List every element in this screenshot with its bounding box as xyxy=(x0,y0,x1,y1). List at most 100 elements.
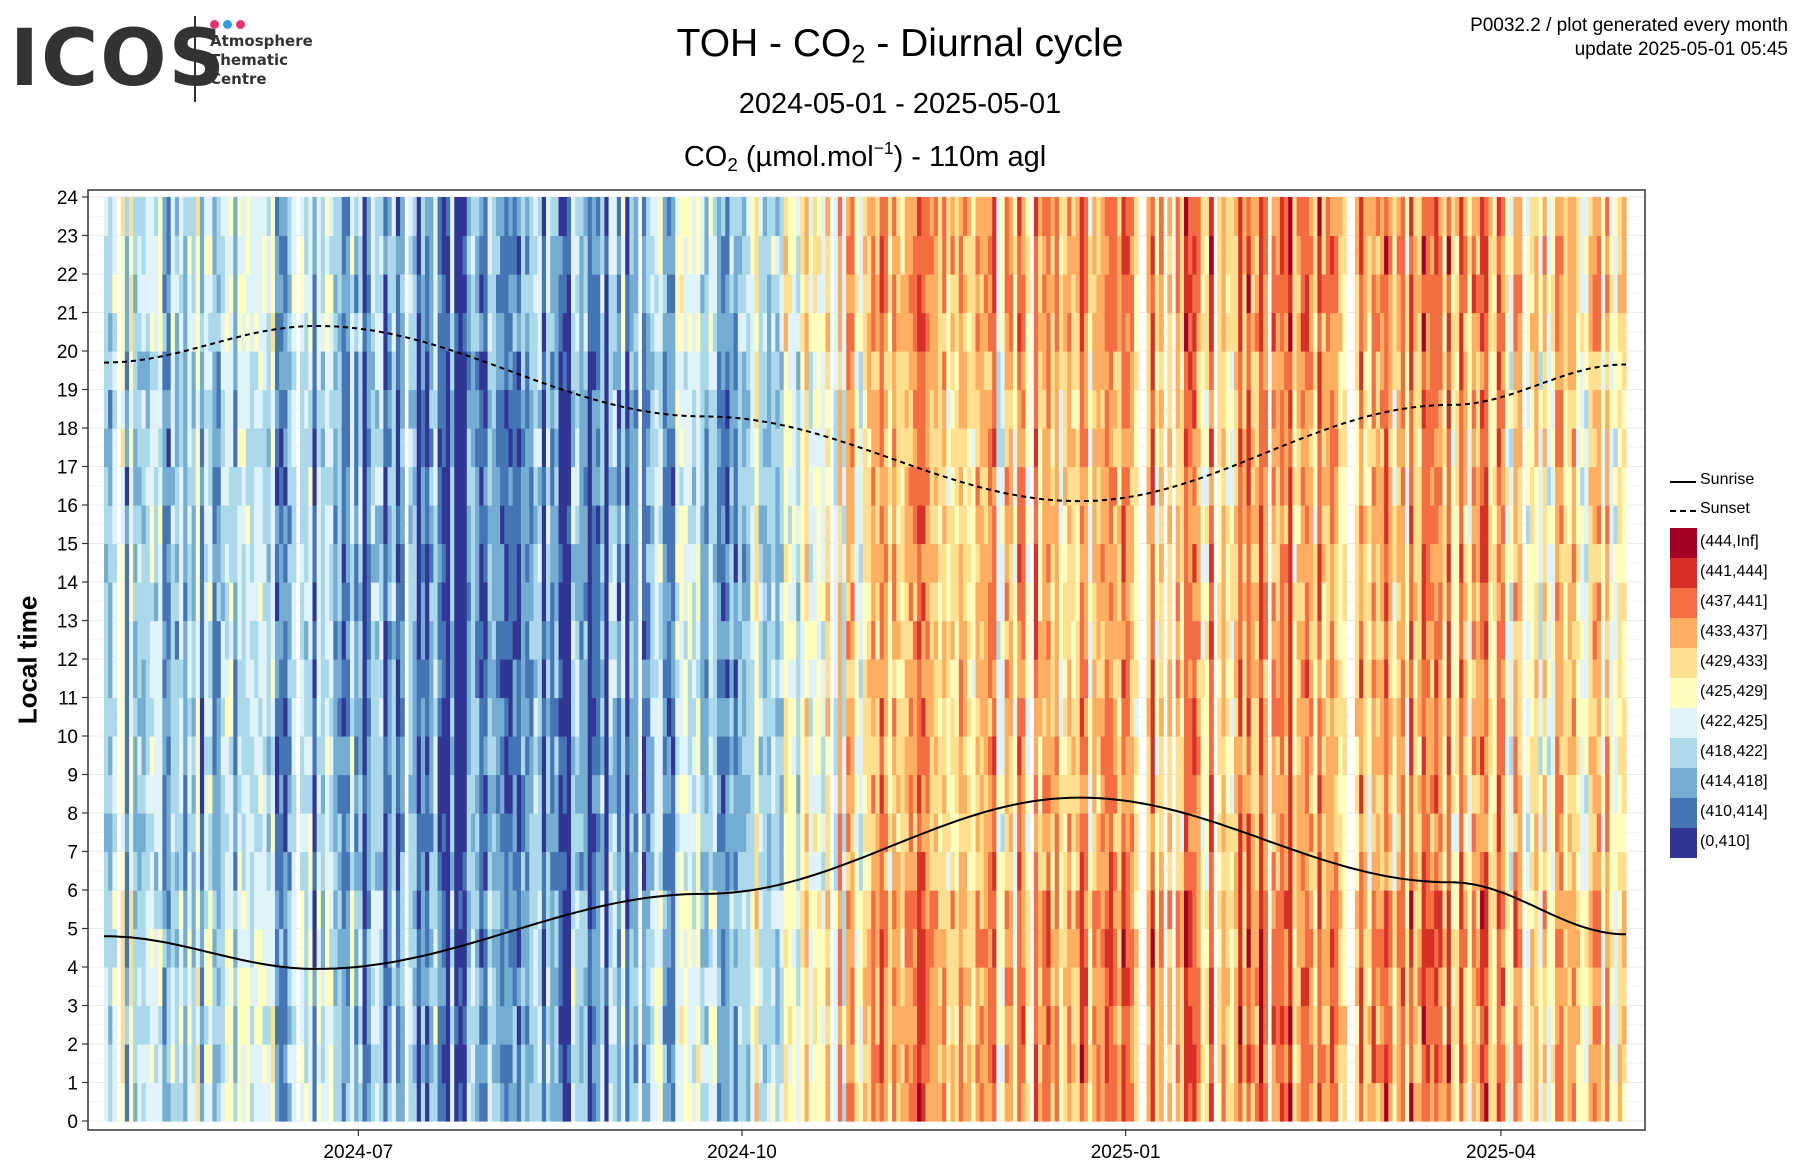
heatmap-cell xyxy=(520,736,526,776)
heatmap-cell xyxy=(429,466,435,506)
heatmap-cell xyxy=(487,543,493,583)
heatmap-cell xyxy=(596,505,601,545)
heatmap-cell xyxy=(249,659,255,699)
heatmap-cell xyxy=(796,274,801,314)
heatmap-cell xyxy=(316,659,322,699)
heatmap-cell xyxy=(896,505,902,545)
heatmap-cell xyxy=(604,235,610,275)
heatmap-cell xyxy=(179,1044,184,1084)
heatmap-cell xyxy=(917,774,922,814)
heatmap-cell xyxy=(483,582,489,622)
heatmap-cell xyxy=(500,1005,505,1045)
heatmap-cell xyxy=(395,351,401,391)
heatmap-cell xyxy=(395,620,401,660)
heatmap-cell xyxy=(462,235,468,275)
heatmap-cell xyxy=(104,890,109,930)
heatmap-cell xyxy=(746,543,751,583)
heatmap-cell xyxy=(329,505,334,545)
heatmap-cell xyxy=(550,428,555,468)
heatmap-cell xyxy=(837,774,843,814)
heatmap-cell xyxy=(712,1082,718,1122)
heatmap-cell xyxy=(904,1005,910,1045)
heatmap-cell xyxy=(921,351,927,391)
heatmap-cell xyxy=(641,274,647,314)
heatmap-cell xyxy=(120,466,126,506)
heatmap-cell xyxy=(450,890,455,930)
heatmap-cell xyxy=(812,659,818,699)
heatmap-cell xyxy=(450,582,455,622)
heatmap-cell xyxy=(466,428,472,468)
heatmap-cell xyxy=(208,774,214,814)
heatmap-cell xyxy=(437,851,443,891)
heatmap-cell xyxy=(408,620,414,660)
heatmap-cell xyxy=(408,274,414,314)
heatmap-cell xyxy=(541,466,547,506)
heatmap-cell xyxy=(304,1005,309,1045)
heatmap-cell xyxy=(842,466,847,506)
heatmap-cell xyxy=(796,736,801,776)
heatmap-cell xyxy=(679,466,685,506)
heatmap-cell xyxy=(391,774,397,814)
heatmap-cell xyxy=(400,466,405,506)
heatmap-cell xyxy=(233,274,239,314)
heatmap-cell xyxy=(754,428,760,468)
heatmap-cell xyxy=(942,351,947,391)
heatmap-cell xyxy=(500,274,505,314)
heatmap-cell xyxy=(812,851,818,891)
heatmap-cell xyxy=(917,235,922,275)
heatmap-cell xyxy=(416,967,422,1007)
heatmap-cell xyxy=(258,312,264,352)
heatmap-cell xyxy=(191,466,197,506)
heatmap-cell xyxy=(883,312,889,352)
heatmap-cell xyxy=(746,736,751,776)
heatmap-cell xyxy=(104,1044,109,1084)
heatmap-cell xyxy=(666,582,672,622)
heatmap-cell xyxy=(904,389,910,429)
heatmap-cell xyxy=(350,659,355,699)
heatmap-cell xyxy=(912,890,918,930)
heatmap-cell xyxy=(183,197,188,237)
heatmap-cell xyxy=(700,774,706,814)
heatmap-cell xyxy=(975,1044,981,1084)
heatmap-cell xyxy=(554,774,560,814)
heatmap-cell xyxy=(483,197,489,237)
heatmap-cell xyxy=(929,659,935,699)
heatmap-cell xyxy=(291,659,297,699)
heatmap-cell xyxy=(700,312,706,352)
heatmap-cell xyxy=(716,274,722,314)
heatmap-cell xyxy=(625,928,631,968)
heatmap-cell xyxy=(850,890,856,930)
heatmap-cell xyxy=(400,659,405,699)
heatmap-cell xyxy=(516,851,522,891)
heatmap-cell xyxy=(345,774,351,814)
heatmap-cell xyxy=(141,928,147,968)
heatmap-cell xyxy=(187,428,193,468)
heatmap-cell xyxy=(229,235,234,275)
heatmap-cell xyxy=(241,1082,247,1122)
heatmap-cell xyxy=(708,620,714,660)
heatmap-cell xyxy=(704,428,710,468)
heatmap-cell xyxy=(249,235,255,275)
heatmap-cell xyxy=(395,312,401,352)
heatmap-cell xyxy=(887,813,893,853)
heatmap-cell xyxy=(904,736,910,776)
heatmap-cell xyxy=(666,1005,672,1045)
heatmap-cell xyxy=(696,466,701,506)
heatmap-cell xyxy=(933,197,939,237)
heatmap-cell xyxy=(721,197,726,237)
heatmap-cell xyxy=(600,736,605,776)
heatmap-cell xyxy=(633,505,639,545)
heatmap-cell xyxy=(350,1082,355,1122)
heatmap-cell xyxy=(550,736,555,776)
heatmap-cell xyxy=(933,543,939,583)
heatmap-cell xyxy=(808,543,814,583)
heatmap-cell xyxy=(224,736,230,776)
heatmap-cell xyxy=(220,774,226,814)
heatmap-cell xyxy=(591,620,597,660)
heatmap-cell xyxy=(775,428,781,468)
heatmap-cell xyxy=(612,928,618,968)
heatmap-cell xyxy=(266,351,272,391)
heatmap-cell xyxy=(754,389,760,429)
heatmap-cell xyxy=(587,389,593,429)
heatmap-cell xyxy=(867,774,872,814)
